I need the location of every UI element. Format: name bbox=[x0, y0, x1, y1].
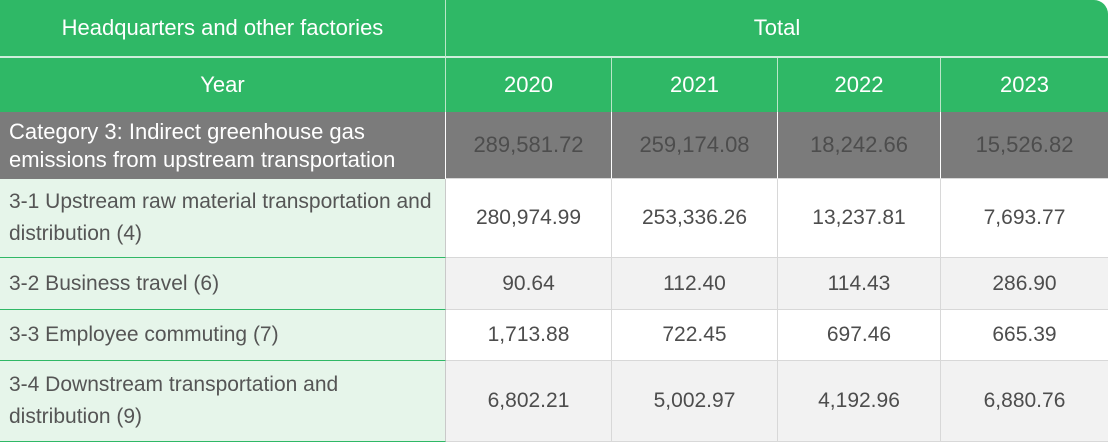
row-3-4-value-2020: 6,802.21 bbox=[446, 361, 611, 442]
row-3-3-value-2022: 697.46 bbox=[777, 310, 940, 361]
header-total-cell: Total bbox=[446, 0, 1108, 58]
row-3-4-value-2022: 4,192.96 bbox=[777, 361, 940, 442]
row-3-3-value-2023: 665.39 bbox=[940, 310, 1108, 361]
row-3-2-value-2021: 112.40 bbox=[611, 258, 777, 310]
row-3-1-value-2020: 280,974.99 bbox=[446, 179, 611, 258]
row-label-3-2: 3-2 Business travel (6) bbox=[0, 258, 446, 310]
row-label-3-4: 3-4 Downstream transportation and distri… bbox=[0, 361, 446, 442]
category-label-cell: Category 3: Indirect greenhouse gas emis… bbox=[0, 112, 446, 179]
row-3-4-value-2023: 6,880.76 bbox=[940, 361, 1108, 442]
category-value-2021: 259,174.08 bbox=[611, 112, 777, 179]
row-3-2-value-2023: 286.90 bbox=[940, 258, 1108, 310]
row-3-2-value-2022: 114.43 bbox=[777, 258, 940, 310]
category-value-2022: 18,242.66 bbox=[777, 112, 940, 179]
row-label-3-1: 3-1 Upstream raw material transportation… bbox=[0, 179, 446, 258]
row-3-1-value-2023: 7,693.77 bbox=[940, 179, 1108, 258]
year-2022-cell: 2022 bbox=[777, 58, 940, 112]
year-2020-cell: 2020 bbox=[446, 58, 611, 112]
row-3-4-value-2021: 5,002.97 bbox=[611, 361, 777, 442]
row-3-1-value-2021: 253,336.26 bbox=[611, 179, 777, 258]
row-3-3-value-2020: 1,713.88 bbox=[446, 310, 611, 361]
year-2023-cell: 2023 bbox=[940, 58, 1108, 112]
row-3-2-value-2020: 90.64 bbox=[446, 258, 611, 310]
header-left-cell: Headquarters and other factories bbox=[0, 0, 446, 58]
year-2021-cell: 2021 bbox=[611, 58, 777, 112]
row-label-3-3: 3-3 Employee commuting (7) bbox=[0, 310, 446, 361]
row-3-3-value-2021: 722.45 bbox=[611, 310, 777, 361]
category-value-2020: 289,581.72 bbox=[446, 112, 611, 179]
year-label-cell: Year bbox=[0, 58, 446, 112]
category-value-2023: 15,526.82 bbox=[940, 112, 1108, 179]
row-3-1-value-2022: 13,237.81 bbox=[777, 179, 940, 258]
